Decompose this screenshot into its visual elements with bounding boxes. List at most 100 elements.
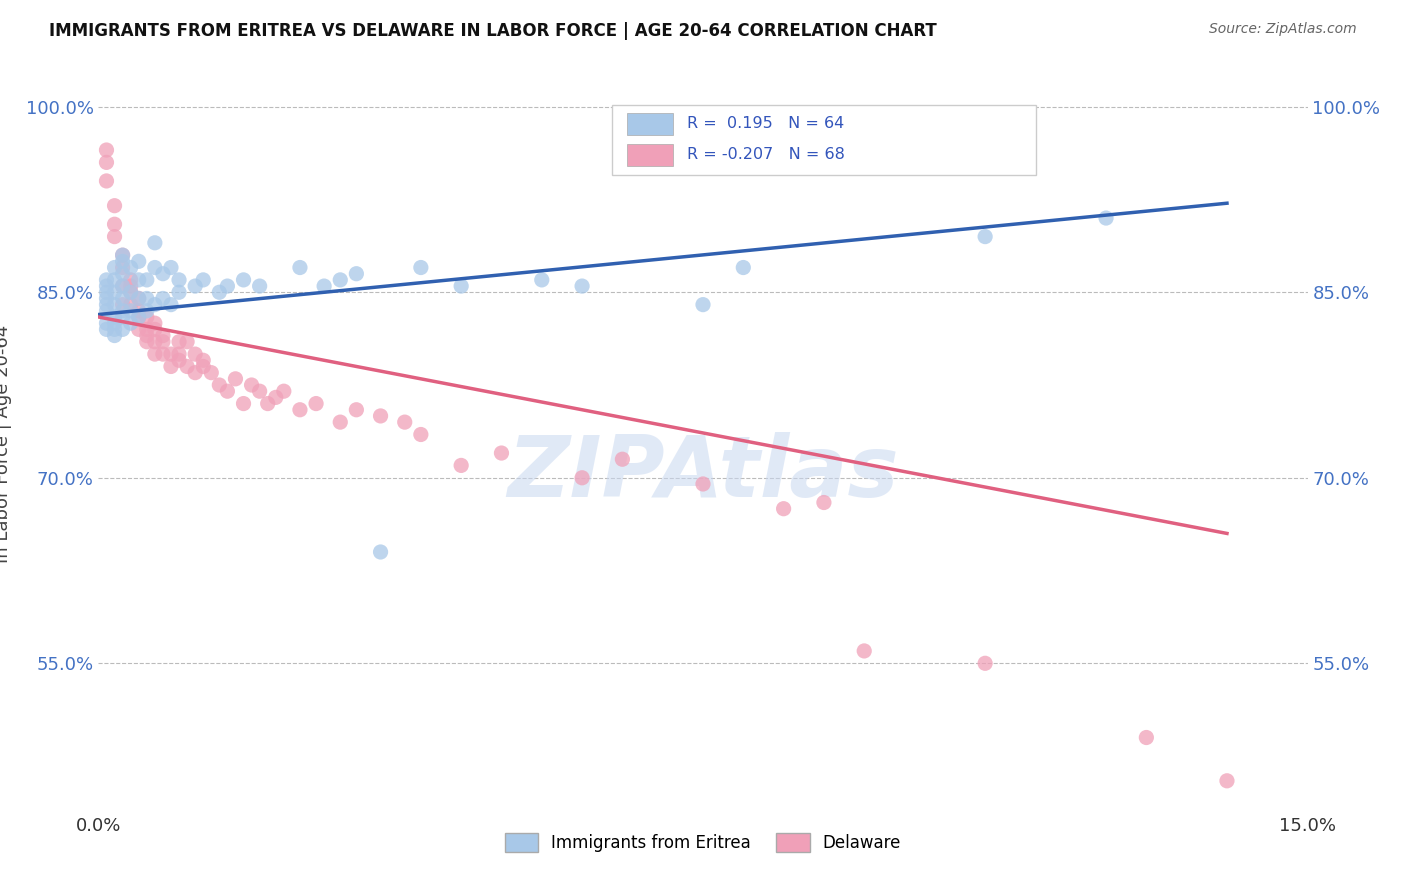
Point: [135, 273, 157, 287]
Point: [111, 267, 134, 281]
Point: [409, 427, 432, 442]
Point: [96, 143, 118, 157]
Point: [232, 396, 254, 410]
Point: [135, 322, 157, 336]
Point: [143, 235, 166, 250]
Text: IMMIGRANTS FROM ERITREA VS DELAWARE IN LABOR FORCE | AGE 20-64 CORRELATION CHART: IMMIGRANTS FROM ERITREA VS DELAWARE IN L…: [49, 22, 936, 40]
Point: [152, 334, 174, 349]
Point: [120, 285, 142, 300]
Point: [692, 298, 714, 312]
Point: [612, 452, 634, 467]
Point: [120, 303, 142, 318]
Point: [128, 303, 150, 318]
Point: [288, 402, 311, 417]
Point: [103, 310, 125, 324]
Point: [111, 298, 134, 312]
Point: [314, 279, 336, 293]
Text: R = -0.207   N = 68: R = -0.207 N = 68: [688, 147, 845, 162]
Point: [111, 322, 134, 336]
Point: [184, 366, 207, 380]
Text: Source: ZipAtlas.com: Source: ZipAtlas.com: [1209, 22, 1357, 37]
Point: [193, 353, 215, 368]
Point: [128, 292, 150, 306]
Point: [120, 279, 142, 293]
Point: [152, 347, 174, 361]
Point: [120, 273, 142, 287]
Point: [692, 477, 714, 491]
Point: [200, 366, 222, 380]
Point: [193, 273, 215, 287]
Point: [128, 310, 150, 324]
Point: [256, 396, 278, 410]
Point: [128, 322, 150, 336]
Point: [370, 545, 392, 559]
Point: [111, 292, 134, 306]
Point: [208, 378, 231, 392]
Point: [167, 273, 190, 287]
Point: [249, 279, 271, 293]
Point: [208, 285, 231, 300]
Point: [135, 292, 157, 306]
Text: ZIPAtlas: ZIPAtlas: [508, 432, 898, 515]
Point: [571, 471, 593, 485]
Point: [1135, 731, 1157, 745]
Point: [240, 378, 263, 392]
Point: [111, 248, 134, 262]
Point: [111, 254, 134, 268]
Point: [733, 260, 755, 275]
Point: [193, 359, 215, 374]
Point: [344, 402, 367, 417]
Point: [167, 285, 190, 300]
Point: [96, 298, 118, 312]
Legend: Immigrants from Eritrea, Delaware: Immigrants from Eritrea, Delaware: [498, 826, 908, 859]
Point: [224, 372, 246, 386]
Point: [152, 292, 174, 306]
Point: [329, 415, 352, 429]
Point: [152, 328, 174, 343]
Point: [176, 359, 198, 374]
Point: [111, 260, 134, 275]
Point: [96, 285, 118, 300]
Point: [143, 298, 166, 312]
Point: [329, 273, 352, 287]
Point: [184, 279, 207, 293]
Point: [530, 273, 553, 287]
Point: [370, 409, 392, 423]
Point: [111, 279, 134, 293]
Point: [217, 279, 239, 293]
Point: [249, 384, 271, 399]
Point: [143, 334, 166, 349]
Point: [772, 501, 794, 516]
FancyBboxPatch shape: [627, 112, 672, 135]
Point: [96, 155, 118, 169]
Point: [143, 322, 166, 336]
Point: [143, 316, 166, 330]
Point: [96, 316, 118, 330]
Point: [128, 273, 150, 287]
Text: R =  0.195   N = 64: R = 0.195 N = 64: [688, 116, 845, 131]
Point: [103, 217, 125, 231]
Point: [305, 396, 328, 410]
Point: [160, 260, 183, 275]
Point: [217, 384, 239, 399]
Point: [394, 415, 416, 429]
Point: [103, 260, 125, 275]
Point: [111, 279, 134, 293]
Point: [120, 285, 142, 300]
Point: [135, 334, 157, 349]
FancyBboxPatch shape: [627, 144, 672, 166]
Point: [288, 260, 311, 275]
Point: [96, 303, 118, 318]
Point: [135, 303, 157, 318]
Point: [167, 353, 190, 368]
Point: [103, 328, 125, 343]
Point: [103, 322, 125, 336]
Point: [103, 298, 125, 312]
Point: [571, 279, 593, 293]
Point: [103, 229, 125, 244]
Point: [143, 260, 166, 275]
Point: [103, 316, 125, 330]
Point: [152, 267, 174, 281]
Point: [96, 273, 118, 287]
Point: [160, 298, 183, 312]
